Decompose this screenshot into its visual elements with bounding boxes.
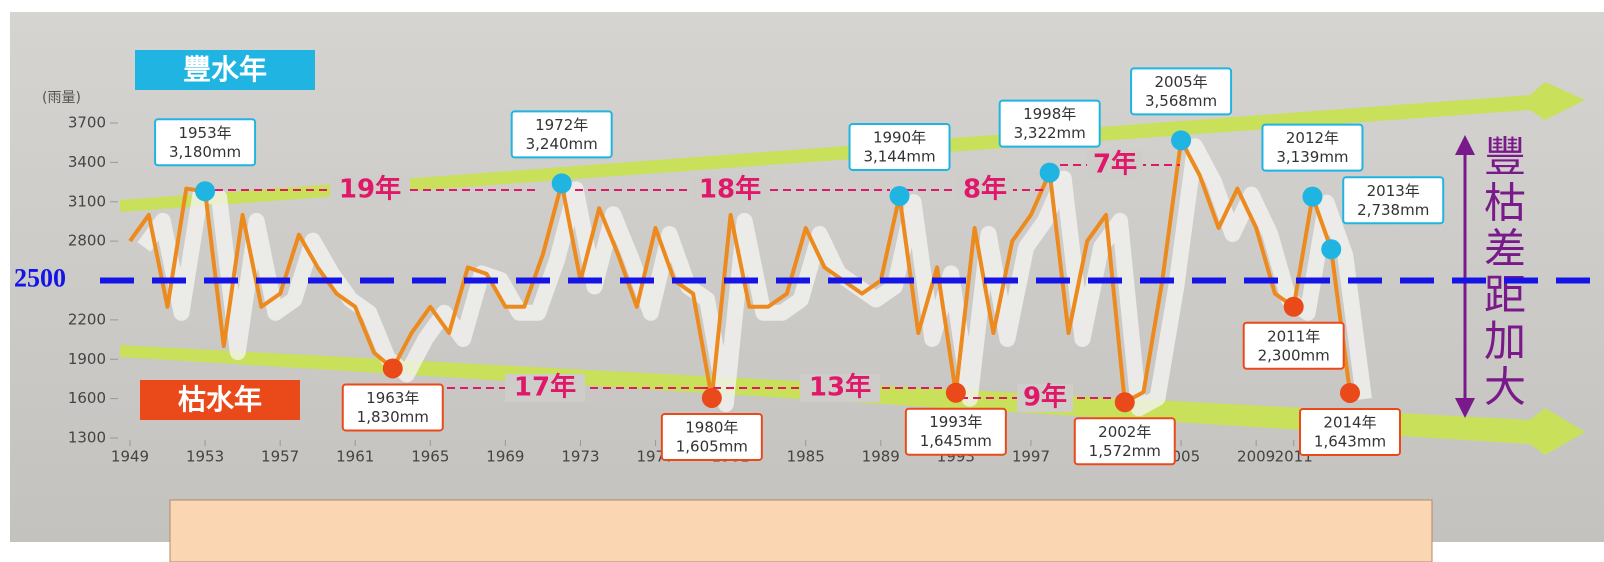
x-tick-label: 1969 [486,448,524,466]
callout-value: 1,645mm [920,432,992,450]
gap-label: 18年 [699,174,761,205]
side-note-char: 加 [1484,317,1526,366]
highlight-point [1040,163,1060,183]
y-tick-label: 2800 [68,232,106,250]
x-tick-label: 1997 [1012,448,1050,466]
callout-value: 3,568mm [1145,92,1217,110]
chart: 豐水年 枯水年 (雨量) 豐枯差距加大 1300 1600 1900 2200 2800… [0,0,1604,562]
highlight-point [1171,130,1191,150]
callout-year: 1963年 [366,389,419,407]
callout-year: 1993年 [929,413,982,431]
axis-unit: (雨量) [42,90,81,106]
highlight-point [1302,187,1322,207]
callout-value: 2,738mm [1357,201,1429,219]
x-tick-label: 1965 [411,448,449,466]
callout-value: 3,180mm [169,143,241,161]
highlight-point [383,358,403,378]
callout-year: 2011年 [1267,327,1320,345]
callout-year: 2005年 [1154,73,1207,91]
highlight-point [1284,297,1304,317]
highlight-point [1340,383,1360,403]
callout-value: 1,572mm [1089,442,1161,460]
highlight-point [702,388,722,408]
x-tick-label: 1953 [186,448,224,466]
bottom-box [170,500,1432,562]
side-note-char: 豐 [1484,133,1526,182]
callout-year: 2012年 [1286,129,1339,147]
y-tick-label: 3400 [68,153,106,171]
callout-year: 2013年 [1367,182,1420,200]
x-tick-label: 1961 [336,448,374,466]
gap-label: 17年 [514,372,576,403]
callout-value: 3,322mm [1014,124,1086,142]
callout-year: 1972年 [535,116,588,134]
high-title: 豐水年 [183,53,267,86]
highlight-point [890,186,910,206]
y-tick-label: 1900 [68,350,106,368]
callout-value: 1,830mm [357,408,429,426]
gap-label: 7年 [1093,149,1137,180]
y-tick-label: 3100 [68,192,106,210]
callout-year: 2014年 [1323,413,1376,431]
x-tick-label: 1957 [261,448,299,466]
side-note-char: 大 [1484,363,1526,412]
y-tick-label: 3700 [68,114,106,132]
callout-year: 1998年 [1023,105,1076,123]
callout-value: 3,139mm [1276,148,1348,166]
y-tick-label: 1300 [68,429,106,447]
callout-year: 1980年 [685,418,738,436]
side-note-char: 差 [1484,225,1526,274]
x-tick-label: 1949 [111,448,149,466]
callout-year: 1953年 [178,124,231,142]
highlight-point [946,383,966,403]
callout-year: 2002年 [1098,423,1151,441]
reference-label: 2500 [14,263,66,292]
x-tick-label: 1973 [561,448,599,466]
gap-label: 13年 [809,372,871,403]
callout-value: 3,240mm [526,135,598,153]
callout-value: 1,605mm [676,437,748,455]
side-note-char: 枯 [1484,179,1526,228]
x-tick-label: 1989 [862,448,900,466]
low-title: 枯水年 [178,383,262,416]
y-tick-label: 2200 [68,310,106,328]
highlight-point [195,181,215,201]
callout-value: 3,144mm [863,147,935,165]
x-tick-label: 1985 [787,448,825,466]
highlight-point [552,173,572,193]
gap-label: 9年 [1023,382,1067,413]
highlight-point [1115,392,1135,412]
x-tick-label: 2009 [1237,448,1275,466]
callout-value: 1,643mm [1314,432,1386,450]
gap-label: 8年 [963,174,1007,205]
highlight-point [1321,239,1341,259]
y-tick-label: 1600 [68,389,106,407]
callout-value: 2,300mm [1258,346,1330,364]
callout-year: 1990年 [873,128,926,146]
gap-label: 19年 [339,174,401,205]
